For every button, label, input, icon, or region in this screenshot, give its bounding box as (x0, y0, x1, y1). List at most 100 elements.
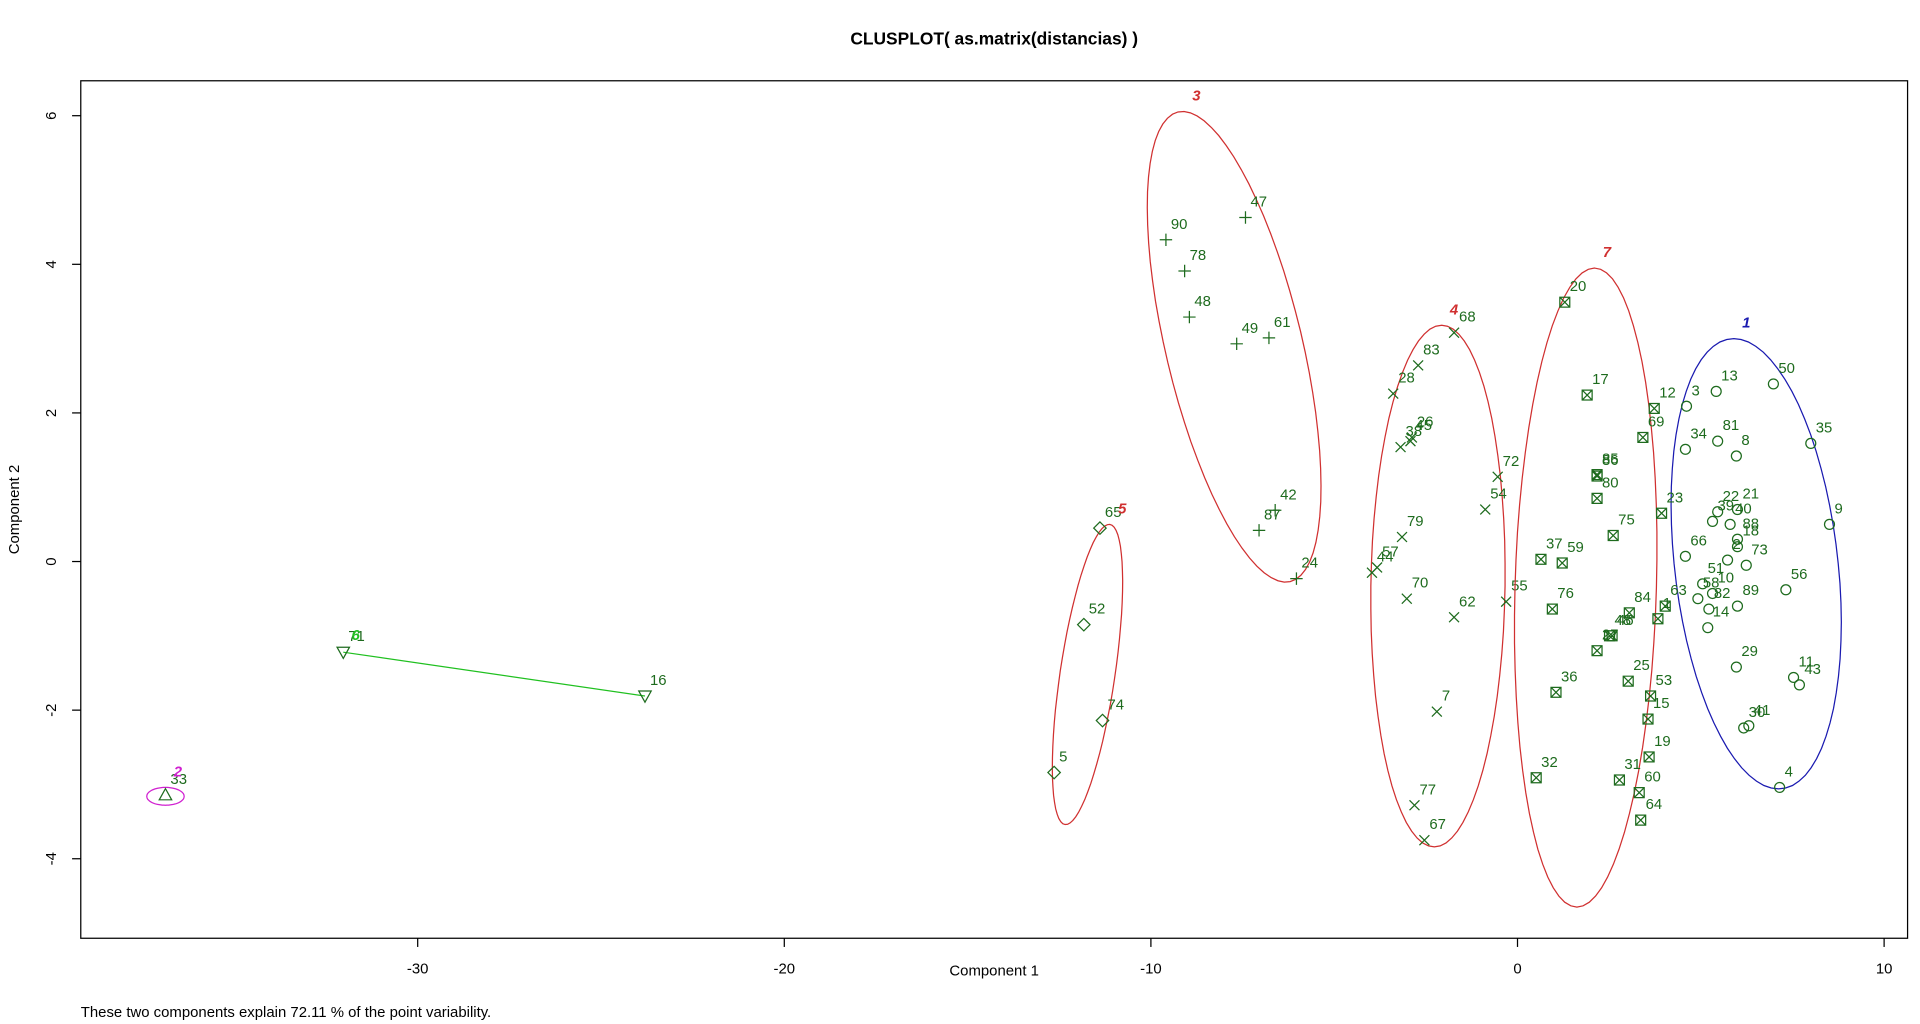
point (1780, 584, 1792, 596)
point-label: 65 (1105, 505, 1122, 521)
cluster-label: 1 (1742, 316, 1750, 332)
point-label: 28 (1398, 371, 1415, 387)
point (1738, 722, 1750, 734)
cluster-label: 5 (1118, 501, 1127, 517)
point-label: 82 (1714, 586, 1731, 602)
point (1530, 772, 1542, 784)
point-label: 5 (1059, 750, 1067, 766)
point-label: 86 (1602, 453, 1619, 469)
point-label: 10 (1718, 571, 1735, 587)
point (1178, 264, 1191, 278)
point-label: 71 (348, 629, 365, 645)
point (1731, 503, 1744, 516)
point (1730, 450, 1742, 462)
point (1712, 435, 1724, 447)
point (1076, 617, 1091, 632)
point-label: 48 (1194, 294, 1211, 310)
point (1743, 720, 1755, 732)
cluster-label: 7 (1603, 245, 1612, 261)
point (1395, 441, 1406, 453)
cluster-segment (343, 651, 646, 697)
point (1500, 596, 1512, 608)
point-label: 83 (1423, 342, 1440, 358)
point (1290, 572, 1303, 585)
point-label: 8 (1741, 433, 1749, 449)
y-tick-label: 0 (44, 557, 60, 565)
point (1659, 600, 1671, 612)
point (1648, 402, 1660, 415)
point-label: 40 (1735, 501, 1752, 517)
point (1591, 645, 1603, 657)
point-label: 38 (1406, 424, 1423, 440)
point (1406, 432, 1418, 443)
point (1655, 507, 1668, 519)
point-label: 46 (1617, 613, 1634, 629)
point (1613, 774, 1626, 786)
point-label: 47 (1250, 195, 1267, 211)
point (1642, 713, 1654, 725)
point (1366, 567, 1378, 579)
x-tick-label: -20 (774, 961, 796, 977)
point-label: 73 (1751, 542, 1768, 558)
point (1622, 675, 1634, 687)
y-axis-label: Component 2 (7, 465, 23, 555)
point (1805, 437, 1817, 449)
point (1706, 515, 1719, 527)
point (1405, 435, 1416, 447)
point-label: 77 (1419, 782, 1436, 798)
cluster-ellipse (1370, 324, 1506, 848)
point-label: 34 (1690, 426, 1707, 442)
cluster-label: 3 (1192, 89, 1201, 105)
point-label: 35 (1816, 420, 1833, 436)
point-label: 68 (1459, 310, 1476, 326)
point-label: 78 (1190, 248, 1207, 264)
point-label: 24 (1301, 556, 1318, 572)
point-label: 58 (1703, 576, 1720, 592)
point-label: 63 (1670, 583, 1687, 599)
point (1635, 814, 1647, 826)
point (1731, 533, 1744, 545)
point (1823, 518, 1836, 530)
x-tick-label: -30 (407, 961, 429, 977)
point (1239, 211, 1252, 224)
cluster-label: 6 (352, 628, 361, 644)
point-label: 81 (1723, 418, 1740, 434)
point-label: 48 (1614, 613, 1631, 629)
point-label: 51 (1708, 561, 1725, 577)
x-axis-label: Component 1 (949, 964, 1039, 980)
point (1268, 504, 1282, 517)
point (1607, 529, 1619, 542)
point-label: 62 (1459, 594, 1476, 610)
point-label: 22 (1723, 489, 1740, 505)
point-label: 2 (1733, 537, 1741, 553)
point-label: 80 (1602, 475, 1619, 491)
point-label: 13 (1721, 368, 1738, 384)
point (158, 787, 173, 801)
point (1546, 603, 1558, 615)
point (1644, 690, 1657, 702)
point-label: 89 (1742, 583, 1759, 599)
point (1581, 389, 1593, 401)
point (1092, 520, 1108, 536)
point-label: 37 (1546, 536, 1563, 552)
point-label: 11 (1799, 654, 1814, 670)
point-label: 69 (1648, 414, 1665, 430)
point (1412, 359, 1424, 371)
point-label: 72 (1503, 454, 1520, 470)
point-label: 15 (1653, 696, 1670, 712)
point (1721, 554, 1734, 566)
point (1702, 622, 1714, 634)
point-label: 29 (1741, 644, 1758, 660)
point-label: 84 (1634, 590, 1651, 606)
point-label: 19 (1654, 734, 1671, 750)
point (335, 646, 351, 660)
point-label: 57 (1382, 544, 1399, 560)
y-tick-label: 6 (44, 112, 60, 120)
point-label: 17 (1592, 372, 1609, 388)
point-label: 21 (1742, 487, 1759, 503)
x-tick-label: 10 (1876, 961, 1893, 977)
point-label: 49 (1242, 321, 1259, 337)
point-label: 20 (1570, 279, 1587, 295)
cluster-ellipse (1513, 267, 1658, 908)
